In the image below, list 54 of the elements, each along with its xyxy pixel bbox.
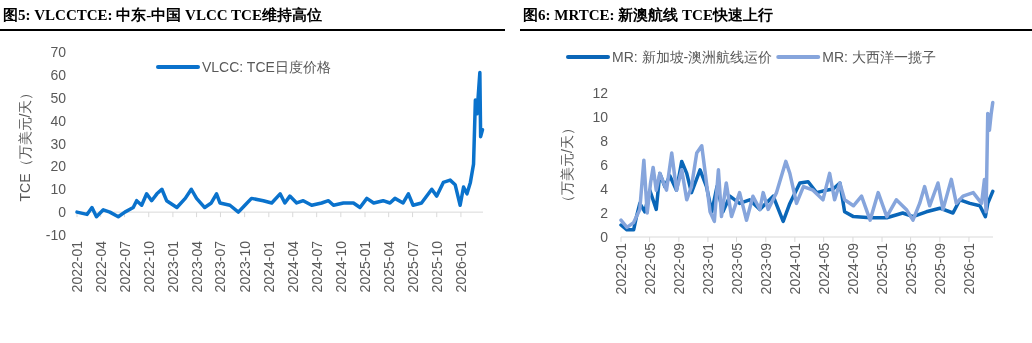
x-tick-label: 2022-01 (613, 242, 629, 295)
x-tick-label: 2025-05 (902, 242, 919, 295)
x-tick-label: 2025-07 (404, 240, 421, 293)
x-tick-label: 2024-01 (260, 240, 277, 293)
y-tick-label: 30 (50, 135, 67, 152)
x-tick-label: 2022-07 (116, 240, 133, 293)
x-tick-label: 2025-01 (874, 242, 891, 295)
x-tick-label: 2022-10 (140, 240, 157, 293)
y-tick-label: 40 (50, 112, 67, 129)
y-tick-label: 10 (592, 109, 609, 125)
x-tick-label: 2023-04 (188, 240, 205, 293)
y-tick-label: 8 (600, 133, 609, 149)
x-tick-label: 2023-05 (728, 242, 745, 295)
x-tick-label: 2022-05 (641, 242, 658, 295)
y-tick-label: 20 (50, 158, 67, 175)
chart-title: 图5: VLCCTCE: 中东-中国 VLCC TCE维持高位 (3, 6, 322, 23)
x-tick-label: 2024-04 (284, 240, 301, 293)
x-tick-label: 2026-01 (452, 240, 469, 293)
x-tick-label: 2023-10 (236, 240, 253, 293)
x-tick-label: 2023-01 (699, 242, 716, 295)
legend-label: VLCC: TCE日度价格 (202, 59, 331, 75)
x-tick-label: 2024-05 (815, 242, 832, 295)
x-tick-label: 2024-09 (844, 242, 861, 295)
chart-title: 图6: MRTCE: 新澳航线 TCE快速上行 (523, 6, 773, 23)
y-tick-label: 2 (600, 205, 609, 221)
x-tick-label: 2026-01 (960, 242, 977, 295)
y-tick-label: 12 (592, 85, 609, 101)
y-tick-label: -10 (45, 227, 67, 243)
x-tick-label: 2025-01 (357, 240, 374, 293)
y-tick-label: 0 (600, 229, 609, 245)
x-tick-label: 2022-04 (92, 240, 109, 293)
y-tick-label: 10 (50, 181, 67, 198)
y-axis-title: （万美元/天） (559, 121, 575, 209)
x-tick-label: 2025-04 (380, 240, 397, 293)
x-tick-label: 2022-01 (69, 240, 85, 293)
x-tick-label: 2022-09 (670, 242, 687, 295)
legend-label: MR: 新加坡-澳洲航线运价 (612, 49, 773, 65)
y-tick-label: 50 (50, 89, 67, 106)
y-tick-label: 60 (50, 66, 67, 83)
x-tick-label: 2025-10 (428, 240, 445, 293)
y-axis-title: TCE（万美元/天） (17, 85, 33, 202)
x-tick-label: 2023-01 (164, 240, 181, 293)
x-tick-label: 2024-10 (332, 240, 349, 293)
legend-label: MR: 大西洋一揽子 (822, 49, 936, 65)
y-tick-label: 0 (58, 204, 67, 221)
y-tick-label: 6 (600, 157, 609, 173)
line-series (619, 100, 995, 230)
x-tick-label: 2023-07 (212, 240, 229, 293)
y-tick-label: 70 (50, 44, 67, 60)
y-tick-label: 4 (600, 181, 609, 197)
x-tick-label: 2024-01 (786, 242, 803, 295)
x-tick-label: 2024-07 (308, 240, 325, 293)
x-tick-label: 2025-09 (931, 242, 948, 295)
x-tick-label: 2023-09 (757, 242, 774, 295)
